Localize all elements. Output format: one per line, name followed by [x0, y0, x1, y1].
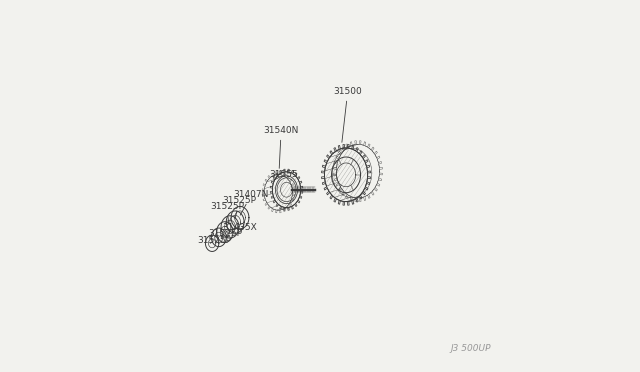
Text: 31435X: 31435X	[222, 223, 257, 232]
Text: J3 500UP: J3 500UP	[451, 344, 491, 353]
Text: 31525P: 31525P	[197, 236, 231, 245]
Text: 31555: 31555	[270, 170, 298, 180]
Text: 31525P: 31525P	[222, 196, 256, 219]
Text: 31525P: 31525P	[211, 202, 244, 224]
Text: 31525P: 31525P	[209, 229, 243, 238]
Text: 31407N: 31407N	[234, 190, 269, 215]
Text: 31500: 31500	[333, 87, 362, 142]
Text: 31540N: 31540N	[264, 126, 299, 169]
